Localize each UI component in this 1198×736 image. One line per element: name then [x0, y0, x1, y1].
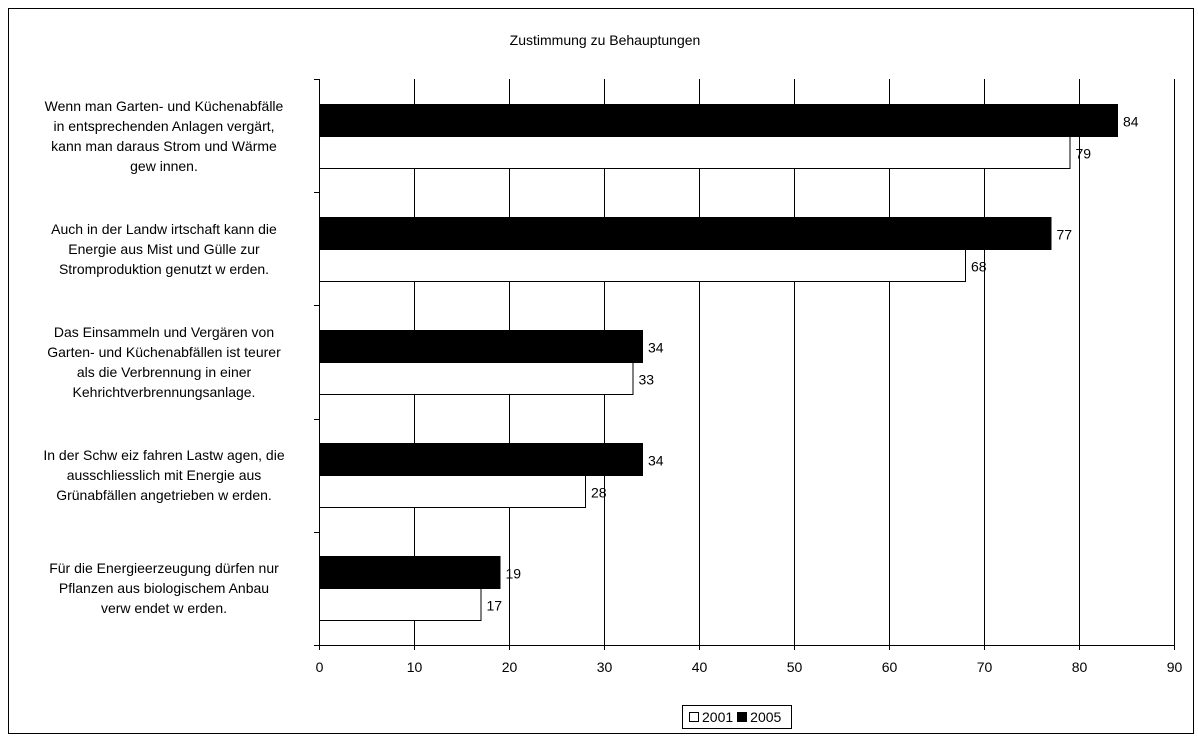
legend-label-2001: 2001	[702, 709, 734, 725]
category-label-line: gew innen.	[130, 158, 198, 174]
category-label-line: Grünabfällen angetrieben w erden.	[56, 487, 272, 503]
bar-2005	[319, 443, 643, 476]
legend-item-2005: 2005	[737, 706, 781, 728]
data-label-2005: 34	[648, 453, 664, 469]
bar-2005	[319, 104, 1118, 137]
category-label-line: Kehrichtverbrennungsanlage.	[72, 384, 256, 400]
category-label: Für die Energieerzeugung dürfen nur Pflan…	[18, 558, 310, 618]
category-label-line: Das Einsammeln und Vergären von	[53, 324, 275, 340]
x-tick-label: 60	[882, 659, 898, 675]
bar-2005	[319, 330, 643, 363]
legend-item-2001: 2001	[689, 706, 733, 728]
category-label-line: verw endet w erden.	[100, 600, 228, 616]
category-label-line: Pflanzen aus biologischem Anbau	[58, 580, 270, 596]
category-label-line: Auch in der Landw irtschaft kann die	[51, 221, 277, 237]
chart-title: Zustimmung zu Behauptungen	[510, 32, 701, 48]
category-label: Auch in der Landw irtschaft kann die Ener…	[18, 219, 310, 279]
legend-swatch-2001	[689, 712, 699, 722]
bar-2001	[319, 136, 1071, 169]
x-tick-label: 10	[407, 659, 423, 675]
category-label-line: kann man daraus Strom und Wärme	[51, 138, 277, 154]
category-label-line: Energie aus Mist und Gülle zur	[68, 241, 260, 257]
bar-2001	[319, 362, 634, 395]
bars	[319, 104, 1118, 621]
data-label-2005: 77	[1057, 227, 1073, 243]
x-tick-label: 20	[502, 659, 518, 675]
x-tick-label: 80	[1072, 659, 1088, 675]
category-label-line: Stromproduktion genutzt w erden.	[58, 261, 270, 277]
data-label-2001: 79	[1076, 146, 1092, 162]
category-label-line: ausschliesslich mit Energie aus	[66, 467, 262, 483]
bar-2001	[319, 475, 586, 508]
x-tick-label: 50	[787, 659, 803, 675]
category-label-line: Für die Energieerzeugung dürfen nur	[49, 560, 279, 576]
data-label-2001: 17	[487, 598, 503, 614]
x-tick-label: 40	[692, 659, 708, 675]
bar-2001	[319, 588, 482, 621]
x-tick-label: 0	[316, 659, 324, 675]
data-label-2001: 28	[591, 485, 607, 501]
category-label-line: in entsprechenden Anlagen vergärt,	[53, 118, 275, 134]
category-label-line: als die Verbrennung in einer	[76, 364, 252, 380]
x-tick-label: 90	[1167, 659, 1183, 675]
x-tick-label: 70	[977, 659, 993, 675]
data-label-2005: 19	[506, 566, 522, 582]
bar-2005	[319, 217, 1052, 250]
category-label: Wenn man Garten- und Küchenabfälle in ent…	[18, 96, 310, 176]
data-label-2005: 34	[648, 340, 664, 356]
category-label-line: In der Schw eiz fahren Lastw agen, die	[43, 447, 285, 463]
data-label-2001: 68	[971, 259, 987, 275]
bar-2005	[319, 556, 501, 589]
category-label-line: Wenn man Garten- und Küchenabfälle	[44, 98, 284, 114]
legend-label-2005: 2005	[750, 709, 782, 725]
legend: 2001 2005	[682, 705, 793, 729]
legend-swatch-2005	[737, 712, 748, 722]
bar-2001	[319, 249, 966, 282]
data-label-2005: 84	[1123, 114, 1139, 130]
category-label: In der Schw eiz fahren Lastw agen, die au…	[18, 445, 310, 505]
data-label-2001: 33	[639, 372, 655, 388]
axes: 0 10 20 30 40 50 60 70 80 90	[314, 79, 1182, 675]
category-label: Das Einsammeln und Vergären von Garten- u…	[18, 322, 310, 402]
x-tick-label: 30	[597, 659, 613, 675]
category-label-line: Garten- und Küchenabfällen ist teurer	[47, 344, 281, 360]
